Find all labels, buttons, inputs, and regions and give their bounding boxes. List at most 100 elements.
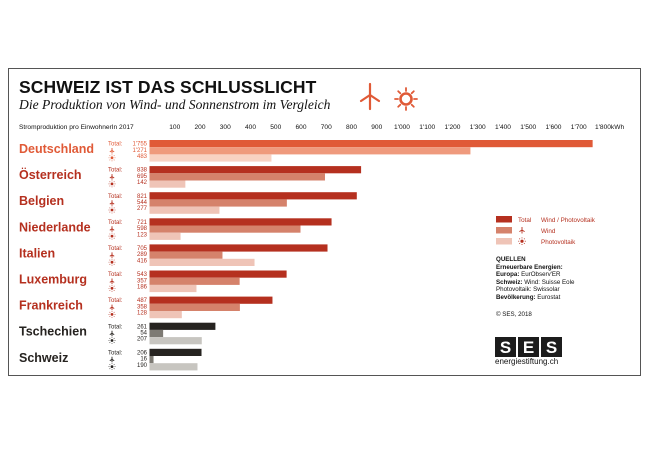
country-name: Niederlande — [19, 220, 91, 234]
x-tick-label: 900 — [371, 124, 382, 131]
value-label-total: 487 — [137, 298, 148, 304]
value-label-wind: 544 — [137, 200, 148, 206]
x-tick-label: 1'200 — [445, 124, 461, 131]
bar-wind — [149, 199, 287, 207]
x-tick-label: 1'000 — [394, 124, 410, 131]
bar-wind — [149, 356, 154, 364]
sun-icon — [518, 237, 526, 245]
bar-total — [149, 270, 287, 278]
value-label-total: 838 — [137, 168, 148, 174]
sun-icon — [108, 206, 116, 214]
value-label-wind: 695 — [137, 174, 148, 180]
copyright: © SES, 2018 — [496, 311, 532, 318]
axis-caption: Stromproduktion pro EinwohnerIn 2017 — [19, 124, 134, 131]
value-label-total: 261 — [137, 324, 148, 330]
x-tick-label: 100 — [169, 124, 180, 131]
bar-total — [149, 322, 216, 330]
sun-icon — [108, 337, 116, 344]
row-label-total: Total: — [108, 142, 123, 148]
bar-wind — [149, 277, 240, 285]
country-name: Deutschland — [19, 142, 94, 156]
logo-url: energiestiftung.ch — [495, 357, 559, 366]
value-label-total: 821 — [137, 194, 148, 200]
chart-title: SCHWEIZ IST DAS SCHLUSSLICHT — [19, 77, 317, 97]
wind-turbine-icon — [109, 330, 115, 337]
legend-swatch — [496, 227, 512, 234]
source-line: Schweiz: Wind: Suisse Eole — [496, 278, 575, 286]
bar-total — [149, 244, 328, 252]
sun-icon — [108, 258, 116, 266]
bar-total — [149, 348, 202, 356]
bar-total — [149, 140, 593, 148]
value-label-total: 1'755 — [133, 142, 148, 148]
legend-label: Total — [518, 217, 531, 224]
value-label-wind: 1'271 — [133, 148, 148, 154]
sun-icon — [108, 310, 116, 318]
value-label-pv: 207 — [137, 337, 148, 343]
chart-subtitle: Die Produktion von Wind- und Sonnenstrom… — [19, 97, 331, 112]
bar-wind — [149, 147, 471, 155]
row-label-total: Total: — [108, 246, 123, 252]
value-label-pv: 416 — [137, 258, 148, 264]
wind-turbine-icon — [109, 356, 115, 363]
row-label-total: Total: — [108, 350, 123, 356]
bar-pv — [149, 206, 220, 214]
svg-text:S: S — [546, 338, 557, 357]
x-tick-label: 200 — [194, 124, 205, 131]
bar-wind — [149, 251, 223, 259]
value-label-pv: 186 — [137, 285, 148, 291]
country-name: Italien — [19, 246, 55, 260]
value-label-pv: 123 — [137, 232, 148, 238]
x-tick-label: 1'700 — [571, 124, 587, 131]
legend-swatch — [496, 238, 512, 245]
row-label-total: Total: — [108, 324, 123, 330]
x-tick-label: 700 — [321, 124, 332, 131]
source-line: Bevölkerung: Eurostat — [496, 293, 561, 301]
x-tick-label: 600 — [295, 124, 306, 131]
ses-logo: S E S — [495, 337, 562, 357]
x-tick-label: 1'600 — [546, 124, 562, 131]
country-name: Frankreich — [19, 299, 83, 313]
bar-wind — [149, 303, 240, 311]
wind-turbine-icon — [359, 82, 381, 111]
sun-icon — [108, 284, 116, 292]
source-line: Erneuerbare Energien: — [496, 263, 563, 271]
bar-pv — [149, 337, 202, 345]
x-tick-label: 500 — [270, 124, 281, 131]
bar-total — [149, 296, 273, 304]
wind-turbine-icon — [109, 304, 115, 311]
value-label-pv: 277 — [137, 206, 148, 212]
bar-pv — [149, 154, 272, 162]
svg-text:S: S — [500, 338, 511, 357]
svg-text:E: E — [523, 338, 534, 357]
sun-icon — [108, 154, 116, 162]
x-tick-label: 1'300 — [470, 124, 486, 131]
value-label-wind: 54 — [140, 331, 147, 337]
row-label-total: Total: — [108, 220, 123, 226]
value-label-wind: 357 — [137, 278, 148, 284]
bar-wind — [149, 329, 164, 338]
value-label-total: 721 — [137, 220, 148, 226]
sun-icon — [394, 87, 418, 111]
bar-pv — [149, 258, 255, 266]
bar-pv — [149, 232, 181, 240]
row-label-total: Total: — [108, 194, 123, 200]
x-tick-label: 1'400 — [495, 124, 511, 131]
bar-pv — [149, 180, 186, 188]
sources-block: QUELLEN Erneuerbare Energien: Europa: Eu… — [496, 256, 574, 302]
value-label-pv: 142 — [137, 180, 148, 186]
x-tick-label: 400 — [245, 124, 256, 131]
x-tick-label: 300 — [220, 124, 231, 131]
bar-wind — [149, 225, 301, 233]
sun-icon — [108, 232, 116, 240]
row-label-total: Total: — [108, 272, 123, 278]
country-name: Luxemburg — [19, 273, 87, 287]
value-label-wind: 598 — [137, 226, 148, 232]
wind-turbine-icon — [109, 174, 115, 180]
